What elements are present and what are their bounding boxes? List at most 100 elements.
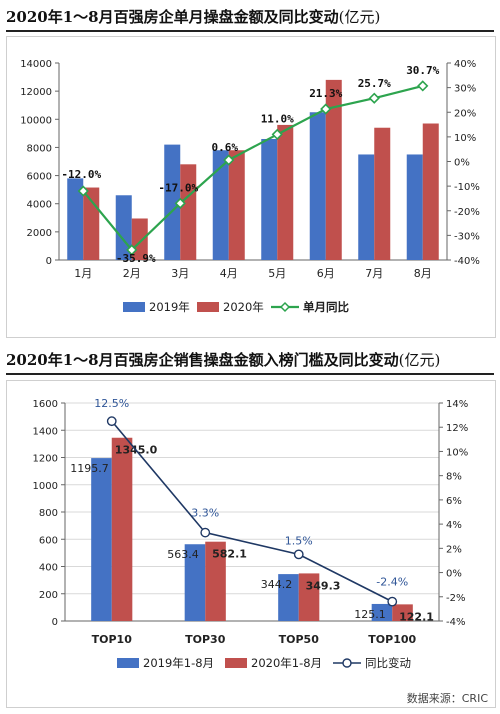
undefined-legend-swatch — [225, 658, 247, 668]
undefined-bar-2020 — [228, 150, 245, 260]
undefined-legend-label: 2019年 — [149, 300, 190, 314]
undefined-right-tick-label: -2% — [446, 593, 465, 604]
undefined-left-tick-label: 1000 — [33, 481, 58, 492]
undefined-x-tick-label: TOP50 — [279, 633, 320, 646]
undefined-line-label: 3.3% — [191, 507, 219, 520]
chart2-panel: 0 200 400 600 800 1000 1200 1400 1600 -4% -2% 0% 2% 4… — [6, 380, 496, 708]
undefined-legend-label: 2020年 — [223, 300, 264, 314]
undefined-line-point — [174, 197, 186, 209]
undefined-right-tick-label: 30% — [454, 84, 476, 95]
chart1-panel: 0 2000 4000 6000 8000 10000 12000 14000 -40% -30%… — [6, 36, 496, 338]
undefined-bar-label: 344.2 — [261, 578, 293, 591]
data-source-note: 数据来源：CRIC — [406, 692, 488, 705]
undefined-right-tick-label: 0% — [446, 569, 462, 580]
undefined-right-tick-label: -40% — [454, 256, 480, 267]
undefined-x-tick-label: 1月 — [74, 267, 92, 280]
chart1-title-text: 2020年1～8月百强房企单月操盘金额及同比变动 — [6, 8, 339, 26]
undefined-legend-label: 单月同比 — [303, 300, 349, 314]
undefined-line-label: 30.7% — [406, 64, 439, 77]
undefined-right-tick-label: -30% — [454, 231, 480, 242]
undefined-legend-label: 2020年1-8月 — [251, 656, 322, 670]
undefined-line-label: -35.9% — [116, 252, 156, 265]
undefined-right-tick-label: 20% — [454, 108, 476, 119]
undefined-bar-label: 125.1 — [354, 608, 386, 621]
undefined-legend-swatch — [197, 302, 219, 312]
undefined-right-tick-label: 8% — [446, 472, 462, 483]
undefined-line-label: 25.7% — [358, 77, 391, 90]
chart2-title: 2020年1～8月百强房企销售操盘金额入榜门槛及同比变动(亿元) — [6, 349, 440, 370]
undefined-left-tick-label: 1600 — [33, 399, 58, 410]
undefined-bar-label: 582.1 — [212, 548, 247, 561]
undefined-left-tick-label: 400 — [39, 563, 58, 574]
undefined-bar-2019 — [67, 178, 84, 260]
undefined-bar-2020 — [392, 604, 413, 621]
undefined-x-tick-label: 3月 — [171, 267, 189, 280]
undefined-right-tick-label: -20% — [454, 207, 480, 218]
undefined-bar-2020 — [111, 437, 133, 621]
undefined-left-tick-label: 6000 — [27, 172, 52, 183]
undefined-line-label: 12.5% — [94, 397, 129, 410]
undefined-right-tick-label: 12% — [446, 423, 468, 434]
undefined-line-label: -2.4% — [376, 576, 408, 589]
undefined-bar-2019 — [371, 603, 393, 621]
undefined-left-tick-label: 12000 — [20, 87, 52, 98]
undefined-line-point — [200, 527, 211, 538]
undefined-line-label: 11.0% — [261, 112, 294, 125]
undefined-x-tick-label: 2月 — [123, 267, 141, 280]
chart2-title-rule — [6, 373, 494, 375]
undefined-bar-2020 — [422, 123, 439, 260]
undefined-line-point — [126, 244, 138, 256]
undefined-bar-2019 — [212, 150, 229, 260]
undefined-bar-label: 563.4 — [167, 548, 199, 561]
undefined-bar-2019 — [309, 112, 326, 260]
undefined-left-tick-label: 10000 — [20, 115, 52, 126]
undefined-bar-2019 — [91, 458, 112, 621]
undefined-right-tick-label: 40% — [454, 59, 476, 70]
undefined-left-tick-label: 8000 — [27, 143, 52, 154]
chart1-title-rule — [6, 30, 494, 32]
undefined-bar-2020 — [83, 187, 100, 260]
undefined-left-tick-label: 200 — [39, 590, 58, 601]
chart2-title-text: 2020年1～8月百强房企销售操盘金额入榜门槛及同比变动 — [6, 351, 399, 369]
chart2-svg: 0 200 400 600 800 1000 1200 1400 1600 -4% -2% 0% 2% 4… — [33, 397, 469, 670]
undefined-bar-2020 — [298, 573, 320, 621]
undefined-right-tick-label: -4% — [446, 617, 465, 628]
chart1-title-unit: (亿元) — [338, 8, 381, 26]
undefined-right-tick-label: 10% — [454, 133, 476, 144]
undefined-right-tick-label: 10% — [446, 447, 468, 458]
undefined-left-tick-label: 800 — [39, 508, 58, 519]
chart2-title-unit: (亿元) — [398, 351, 441, 369]
undefined-bar-2020 — [374, 127, 391, 260]
undefined-line-label: 1.5% — [285, 534, 313, 547]
undefined-x-tick-label: TOP30 — [185, 633, 226, 646]
undefined-x-tick-label: 5月 — [268, 267, 286, 280]
undefined-series-line — [111, 420, 393, 603]
undefined-right-tick-label: 14% — [446, 399, 468, 410]
undefined-bar-label: 349.3 — [306, 579, 341, 592]
undefined-left-tick-label: 14000 — [20, 59, 52, 70]
undefined-bar-2020 — [205, 541, 226, 621]
undefined-bar-2019 — [164, 144, 181, 260]
undefined-line-label: 21.3% — [309, 87, 342, 100]
undefined-x-tick-label: 7月 — [365, 267, 383, 280]
undefined-bar-2019 — [261, 138, 278, 260]
undefined-line-point — [77, 185, 89, 197]
undefined-line-point — [368, 92, 380, 104]
undefined-bar-label: 1195.7 — [70, 462, 109, 475]
undefined-bar-2019 — [406, 154, 423, 260]
undefined-right-tick-label: 6% — [446, 496, 462, 507]
undefined-right-tick-label: 4% — [446, 520, 462, 531]
undefined-x-tick-label: TOP100 — [368, 633, 416, 646]
undefined-series-line — [82, 84, 424, 252]
undefined-bar-2019 — [184, 544, 206, 621]
undefined-legend-label: 同比变动 — [365, 656, 411, 670]
undefined-left-tick-label: 4000 — [27, 200, 52, 211]
undefined-left-tick-label: 0 — [46, 256, 52, 267]
undefined-line-label: 0.6% — [212, 141, 239, 154]
undefined-line-label: -17.0% — [158, 181, 198, 194]
undefined-right-tick-label: 0% — [454, 158, 470, 169]
undefined-left-tick-label: 0 — [52, 617, 58, 628]
undefined-x-tick-label: 4月 — [220, 267, 238, 280]
undefined-left-tick-label: 1400 — [33, 426, 58, 437]
undefined-legend-marker — [279, 301, 291, 313]
